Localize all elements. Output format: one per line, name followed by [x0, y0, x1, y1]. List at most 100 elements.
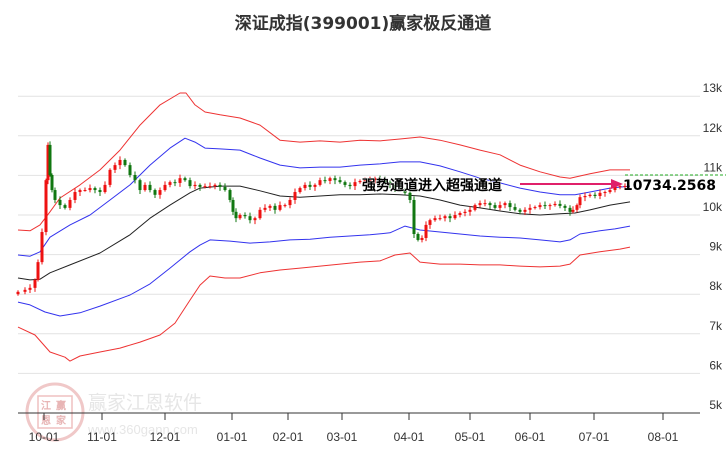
candle-body [458, 213, 462, 215]
candle-body [328, 178, 332, 181]
y-tick-label: 12k [703, 121, 723, 135]
watermark: 江 赢 恩 家 赢家江恩软件 www.360gann.com [25, 382, 202, 442]
candle-body [203, 186, 207, 188]
candle-body [63, 205, 67, 208]
candle-body [223, 186, 227, 191]
candle-body [603, 192, 607, 194]
candle-body [148, 184, 152, 191]
candle-body [424, 224, 428, 238]
outer-lower-line [17, 246, 631, 362]
x-tick-label: 11-01 [87, 430, 117, 444]
candle-body [393, 184, 397, 189]
candle-body [568, 207, 572, 212]
y-tick-label: 5k [709, 398, 723, 412]
candle-body [498, 205, 502, 208]
candle-body [208, 186, 212, 188]
candle-body [50, 175, 54, 191]
middle-line [17, 185, 631, 281]
seal-char: 家 [56, 414, 67, 427]
candle-body [448, 216, 452, 219]
candle-body [128, 165, 132, 176]
candle-body [313, 184, 317, 187]
candle-body [83, 190, 87, 192]
candle-body [238, 215, 242, 219]
candle-body [44, 180, 48, 233]
candle-body [103, 184, 107, 193]
candle-body [283, 205, 287, 207]
candle-body [343, 182, 347, 185]
candle-body [420, 237, 424, 240]
candle-body [253, 218, 257, 221]
x-tick-label: 02-01 [273, 430, 304, 444]
candle-body [563, 205, 567, 208]
candle-body [268, 205, 272, 208]
candle-body [163, 184, 167, 191]
candle-body [463, 211, 467, 214]
candle-body [583, 195, 587, 198]
candle-body [53, 190, 57, 200]
y-tick-label: 7k [709, 319, 723, 333]
candle-body [503, 203, 507, 206]
x-tick-label: 12-01 [150, 430, 181, 444]
x-tick-label: 06-01 [515, 430, 546, 444]
candle-body [308, 184, 312, 187]
candle-body [533, 207, 537, 209]
annotation-text: 强势通道进入超强通道 [362, 177, 502, 194]
candle-body [558, 203, 562, 206]
candle-body [373, 178, 377, 181]
candle-body [98, 190, 102, 193]
candle-body [543, 205, 547, 207]
candle-body [138, 180, 142, 191]
candle-body [493, 205, 497, 208]
y-tick-label: 11k [704, 160, 723, 174]
x-tick-label: 07-01 [579, 430, 610, 444]
candle-body [578, 197, 582, 206]
candle-body [173, 182, 177, 184]
watermark-brand: 赢家江恩软件 [88, 392, 202, 414]
last-price-label: 10734.2568 [623, 178, 716, 194]
candle-body [443, 216, 447, 219]
y-axis: 5k 6k 7k 8k 9k 10k 11k 12k 13k [703, 81, 723, 412]
inner-lower-line [17, 225, 631, 317]
candle-body [468, 209, 472, 212]
candle-body [278, 205, 282, 210]
x-tick-label: 05-01 [455, 430, 486, 444]
candle-body [28, 287, 32, 290]
candlesticks [16, 141, 627, 296]
candle-body [538, 205, 542, 208]
candle-body [258, 209, 262, 219]
candle-body [93, 188, 97, 191]
arrow-head-icon [611, 179, 623, 189]
candle-body [263, 207, 267, 210]
candle-body [353, 182, 357, 187]
candle-body [358, 180, 362, 183]
candle-body [143, 184, 147, 191]
candle-body [46, 144, 50, 181]
candle-body [548, 205, 552, 207]
candle-body [88, 188, 92, 191]
candle-body [153, 190, 157, 195]
candle-body [428, 220, 432, 225]
candle-body [398, 188, 402, 191]
candle-body [133, 175, 137, 181]
candle-body [188, 180, 192, 187]
candle-body [598, 192, 602, 196]
candle-body [248, 216, 252, 221]
candle-body [488, 203, 492, 206]
candle-body [73, 192, 77, 200]
candle-body [243, 215, 247, 217]
candle-body [234, 211, 238, 219]
candle-body [198, 184, 202, 187]
candle-body [478, 203, 482, 206]
candle-body [323, 180, 327, 182]
candle-body [168, 182, 172, 185]
candle-body [368, 180, 372, 182]
candle-body [348, 184, 352, 187]
candle-body [438, 218, 442, 220]
candle-body [518, 209, 522, 212]
candle-body [68, 199, 72, 208]
candle-body [303, 184, 307, 189]
candle-body [575, 205, 579, 210]
x-tick-label: 08-01 [648, 430, 679, 444]
